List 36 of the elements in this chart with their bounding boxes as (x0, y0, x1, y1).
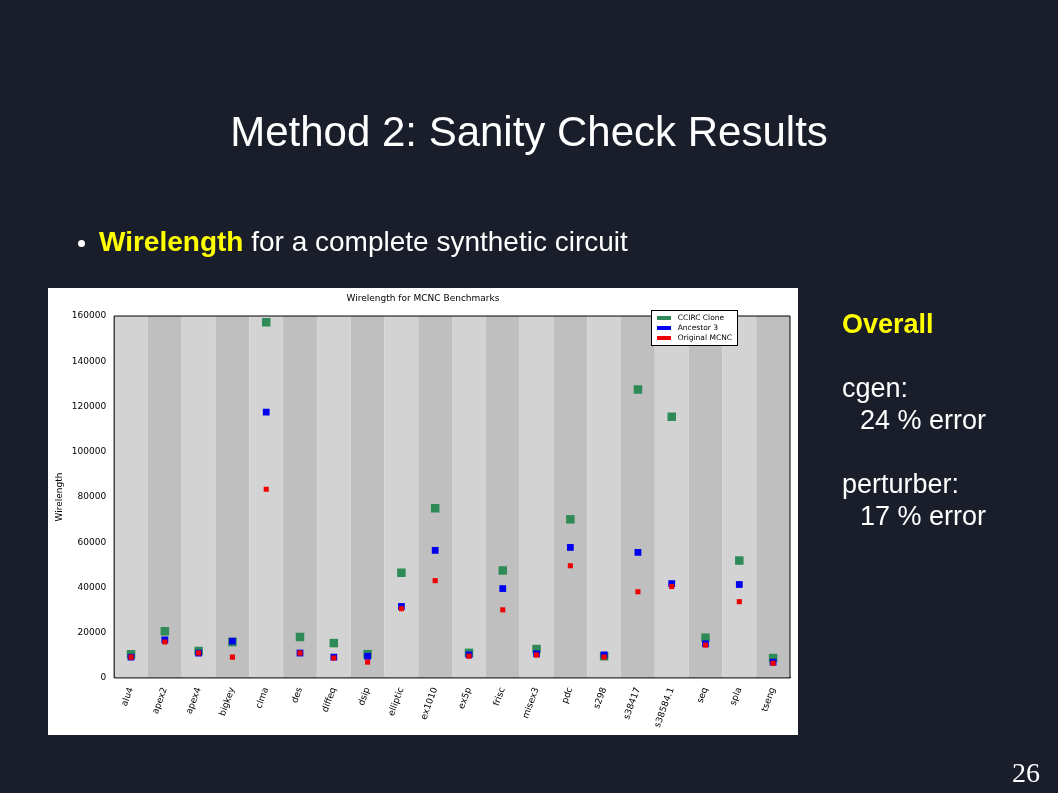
text: cgen: (842, 372, 910, 404)
text: Wirelength for a complete synthetic circuit (98, 226, 628, 258)
x-tick-label: apex2 (150, 685, 169, 716)
x-tick-label: clma (253, 685, 271, 710)
y-tick-label: 80000 (77, 491, 107, 502)
y-axis-title: Wirelength (53, 472, 64, 522)
x-tick-label: ex1010 (418, 685, 440, 721)
y-tick-label: 140000 (71, 355, 107, 366)
y-tick-label: 100000 (71, 446, 107, 457)
y-tick-label: 120000 (71, 400, 107, 411)
chart-title: Method 2: Sanity Check Results (229, 108, 829, 156)
x-tick-label: s38417 (621, 685, 643, 721)
x-tick-label: tseng (759, 685, 778, 713)
y-tick-label: 160000 (71, 310, 107, 321)
y-tick-label: 20000 (77, 627, 107, 638)
y-tick-label: 0 (100, 672, 107, 683)
x-tick-label: pdc (559, 685, 575, 705)
x-tick-label: seq (694, 685, 710, 705)
x-tick-label: s298 (591, 685, 609, 710)
x-tick-label: spla (727, 685, 744, 707)
x-tick-label: des (289, 685, 305, 705)
x-tick-label: alu4 (119, 685, 136, 708)
text: 26 (1012, 757, 1040, 789)
chart-subtitle: Wirelength for MCNC Benchmarks (345, 293, 501, 303)
text: 17 % error (859, 500, 987, 532)
x-tick-label: dsip (355, 685, 372, 707)
text: 24 % error (859, 404, 987, 436)
text: Overall (842, 308, 935, 340)
text: perturber: (842, 468, 961, 500)
x-tick-label: apex4 (183, 685, 203, 716)
y-tick-label: 60000 (77, 536, 107, 547)
y-tick-label: 40000 (77, 581, 107, 592)
x-tick-label: ex5p (456, 685, 474, 711)
x-tick-label: elliptic (385, 685, 406, 718)
x-tick-label: frisc (490, 685, 507, 708)
x-tick-label: misex3 (520, 685, 541, 720)
